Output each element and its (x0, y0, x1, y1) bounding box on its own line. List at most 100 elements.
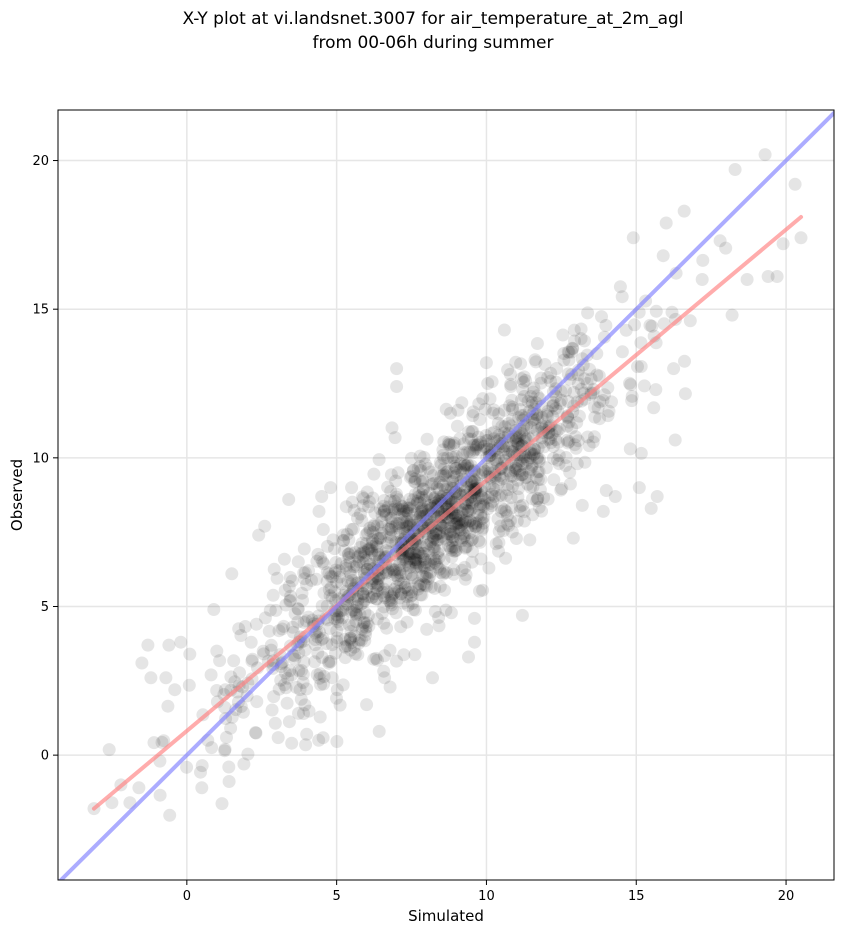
scatter-point (503, 466, 517, 479)
scatter-point (506, 479, 519, 493)
scatter-point (526, 385, 540, 399)
scatter-point (534, 472, 548, 486)
scatter-point (409, 556, 423, 570)
scatter-point (365, 540, 379, 553)
scatter-point (515, 468, 529, 482)
scatter-point (347, 603, 361, 617)
scatter-point (313, 667, 327, 681)
scatter-point (266, 588, 280, 602)
scatter-point (205, 741, 219, 755)
scatter-point (402, 501, 416, 515)
scatter-point (526, 480, 540, 494)
scatter-point (429, 528, 443, 542)
scatter-point (539, 461, 553, 475)
scatter-point (418, 578, 432, 592)
scatter-point (390, 362, 404, 376)
scatter-point (541, 409, 554, 423)
scatter-point (411, 556, 425, 570)
scatter-point (395, 516, 409, 530)
scatter-point (509, 355, 523, 369)
scatter-point (141, 638, 155, 652)
scatter-point (153, 788, 167, 802)
scatter-point (541, 492, 555, 506)
scatter-point (487, 432, 501, 446)
scatter-point (444, 513, 458, 527)
scatter-point (324, 655, 338, 668)
scatter-point (300, 682, 314, 696)
scatter-point (454, 531, 467, 545)
scatter-point (565, 421, 579, 435)
scatter-point (380, 621, 394, 635)
scatter-point (365, 546, 379, 560)
scatter-point (404, 589, 418, 603)
scatter-point (195, 781, 209, 795)
scatter-point (333, 698, 347, 712)
scatter-point (515, 426, 529, 440)
scatter-point (442, 539, 455, 553)
scatter-point (439, 521, 453, 535)
scatter-point (471, 437, 485, 451)
scatter-point (328, 542, 341, 556)
scatter-point (492, 544, 505, 558)
scatter-point (521, 453, 535, 467)
scatter-point (647, 401, 661, 415)
scatter-point (358, 593, 372, 607)
scatter-point (412, 486, 426, 500)
scatter-point (496, 524, 510, 538)
scatter-point (596, 394, 610, 407)
scatter-point (322, 656, 336, 670)
scatter-point (369, 581, 383, 594)
scatter-point (144, 671, 158, 685)
scatter-point (460, 480, 474, 494)
scatter-point (355, 536, 369, 550)
scatter-point (473, 535, 487, 549)
scatter-point (776, 237, 790, 251)
scatter-point (163, 808, 177, 822)
scatter-point (229, 703, 243, 717)
scatter-point (210, 684, 224, 697)
scatter-point (375, 607, 389, 620)
scatter-point (295, 586, 309, 600)
scatter-point (534, 371, 548, 385)
scatter-point (481, 462, 495, 476)
scatter-point (385, 512, 398, 525)
scatter-point (328, 612, 342, 626)
scatter-point (592, 369, 606, 383)
scatter-point (466, 516, 480, 530)
scatter-point (431, 546, 445, 560)
scatter-point (338, 639, 352, 653)
scatter-point (377, 504, 391, 518)
scatter-point (384, 484, 398, 498)
scatter-point (535, 399, 549, 413)
scatter-point (576, 358, 590, 372)
scatter-point (530, 337, 544, 350)
scatter-point (132, 781, 146, 795)
scatter-point (484, 427, 498, 440)
scatter-point (471, 508, 484, 522)
scatter-point (249, 617, 263, 631)
y-tick-label: 20 (32, 154, 49, 169)
scatter-point (442, 437, 456, 451)
scatter-point (475, 523, 489, 537)
scatter-point (422, 558, 436, 571)
scatter-point (523, 533, 537, 547)
scatter-point (363, 542, 377, 556)
scatter-point (504, 469, 518, 483)
scatter-point (325, 671, 339, 685)
scatter-point (456, 527, 470, 541)
scatter-point (437, 452, 451, 465)
scatter-point (517, 505, 531, 519)
scatter-point (567, 323, 581, 337)
scatter-point (349, 608, 363, 622)
scatter-point (509, 532, 523, 545)
scatter-point (530, 494, 544, 508)
scatter-point (333, 570, 347, 584)
data-points (87, 148, 808, 822)
scatter-point (409, 548, 423, 562)
scatter-point (513, 464, 527, 478)
scatter-point (415, 491, 429, 504)
scatter-point (381, 565, 395, 579)
scatter-point (397, 596, 410, 610)
scatter-point (385, 515, 399, 529)
scatter-point (560, 433, 574, 447)
